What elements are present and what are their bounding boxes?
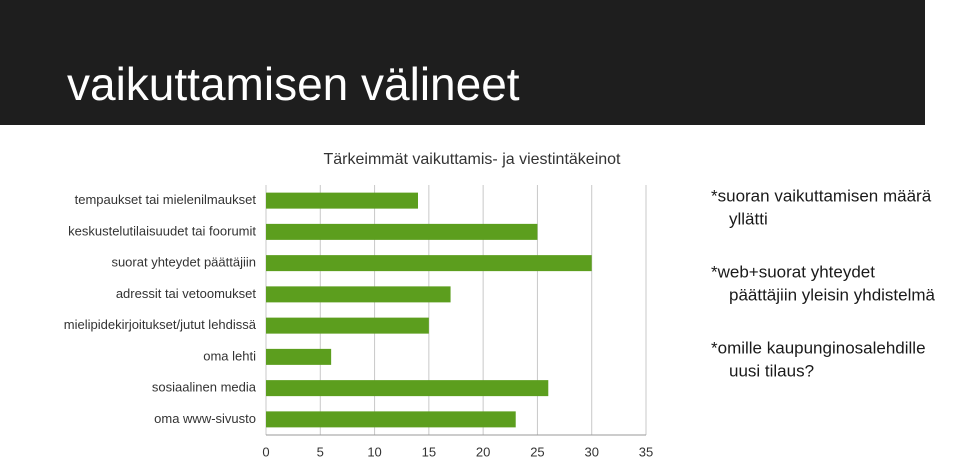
chart-title: Tärkeimmät vaikuttamis- ja viestintäkein… <box>324 151 622 168</box>
note-text: yllätti <box>729 209 768 228</box>
y-tick-label: mielipidekirjoitukset/jutut lehdissä <box>64 317 257 332</box>
x-tick-label: 30 <box>584 444 598 459</box>
bar <box>266 255 592 272</box>
y-tick-label: sosiaalinen media <box>152 380 257 395</box>
y-tick-label: adressit tai vetoomukset <box>116 286 257 301</box>
y-tick-label: keskustelutilaisuudet tai foorumit <box>68 223 256 238</box>
x-tick-label: 35 <box>639 444 653 459</box>
bar <box>266 317 429 334</box>
x-tick-label: 5 <box>317 444 324 459</box>
bar <box>266 348 332 365</box>
y-tick-label: suorat yhteydet päättäjiin <box>111 255 256 270</box>
y-tick-label: oma lehti <box>203 348 256 363</box>
x-tick-label: 20 <box>476 444 490 459</box>
bar <box>266 380 549 397</box>
slide-title: vaikuttamisen välineet <box>67 58 520 110</box>
header-band <box>0 0 925 125</box>
note-text: *web+suorat yhteydet <box>711 262 875 281</box>
x-tick-label: 15 <box>422 444 436 459</box>
note-text: päättäjiin yleisin yhdistelmä <box>729 285 936 304</box>
x-tick-label: 25 <box>530 444 544 459</box>
bar <box>266 411 516 428</box>
note-text: *suoran vaikuttamisen määrä <box>711 186 932 205</box>
x-tick-label: 10 <box>367 444 381 459</box>
bar <box>266 286 451 303</box>
bar <box>266 192 418 209</box>
x-tick-label: 0 <box>262 444 269 459</box>
bar <box>266 223 538 240</box>
note-text: *omille kaupunginosalehdille <box>711 338 926 357</box>
note-text: uusi tilaus? <box>729 361 814 380</box>
y-tick-label: oma www-sivusto <box>154 411 256 426</box>
y-tick-label: tempaukset tai mielenilmaukset <box>75 192 257 207</box>
